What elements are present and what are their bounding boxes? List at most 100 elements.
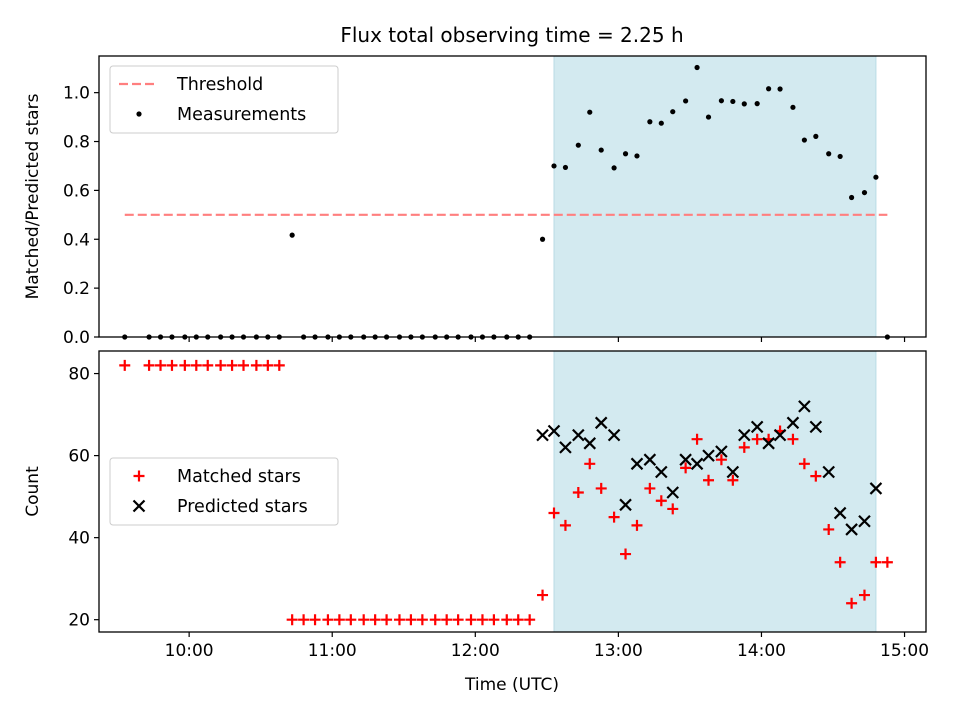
y-tick-label: 0.4 bbox=[63, 230, 90, 250]
predicted-star-point bbox=[619, 498, 632, 512]
matched-star-point bbox=[441, 614, 453, 626]
measurement-point bbox=[801, 137, 807, 143]
matched-star-point bbox=[798, 458, 810, 470]
matched-star-point bbox=[381, 614, 393, 626]
measurement-point bbox=[741, 101, 747, 107]
matched-star-point bbox=[119, 359, 131, 371]
predicted-star-point bbox=[715, 445, 728, 458]
matched-star-point bbox=[846, 597, 858, 609]
measurement-point bbox=[705, 114, 712, 120]
matched-star-point bbox=[179, 359, 191, 371]
matched-star-point bbox=[559, 519, 571, 531]
predicted-star-point bbox=[572, 428, 585, 442]
matched-star-point bbox=[488, 614, 500, 626]
predicted-star-point bbox=[809, 420, 823, 434]
observing-window-span bbox=[553, 350, 877, 633]
bottom-panel: 10:00 11:00 12:00 13:00 14:00 15:00 20 40 60 80 Co… bbox=[23, 350, 929, 661]
matched-star-point bbox=[644, 482, 656, 494]
predicted-star-point bbox=[822, 465, 835, 479]
matched-star-point bbox=[501, 614, 513, 626]
predicted-star-point bbox=[630, 457, 644, 471]
predicted-star-point bbox=[786, 416, 800, 430]
predicted-star-point bbox=[869, 482, 883, 495]
measurement-point bbox=[718, 98, 724, 104]
matched-star-point bbox=[572, 487, 584, 499]
matched-star-point bbox=[655, 495, 667, 507]
legend-label: Threshold bbox=[176, 75, 263, 95]
y-axis-label: Count bbox=[23, 466, 43, 517]
y-tick-label: 40 bbox=[68, 529, 90, 549]
matched-star-point bbox=[881, 556, 893, 568]
matched-star-point bbox=[476, 614, 488, 626]
measurement-point bbox=[766, 86, 772, 92]
legend-box bbox=[109, 457, 339, 526]
matched-star-point bbox=[787, 433, 799, 445]
measurement-point bbox=[754, 101, 760, 107]
matched-star-point bbox=[548, 507, 560, 519]
predicted-star-point bbox=[666, 486, 680, 499]
predicted-star-point bbox=[726, 465, 740, 479]
axes-frame bbox=[98, 350, 927, 633]
y-axis-label: Matched/Predicted stars bbox=[23, 93, 43, 299]
measurement-point bbox=[873, 174, 879, 180]
y-tick-label: 0.8 bbox=[63, 133, 90, 153]
legend: Threshold Measurements bbox=[109, 65, 339, 134]
chart-title: Flux total observing time = 2.25 h bbox=[340, 23, 683, 47]
y-tick-label: 0.2 bbox=[63, 279, 90, 299]
matched-star-point bbox=[250, 359, 262, 371]
matched-star-point bbox=[537, 589, 549, 601]
matched-star-point bbox=[870, 556, 882, 568]
matched-star-point bbox=[333, 614, 345, 626]
legend-box bbox=[109, 65, 339, 134]
legend-label: Predicted stars bbox=[177, 497, 308, 517]
measurement-point bbox=[861, 189, 868, 196]
measurement-point bbox=[598, 147, 604, 153]
matched-star-point bbox=[751, 433, 763, 445]
legend-label: Measurements bbox=[177, 105, 306, 125]
matched-star-point bbox=[226, 359, 238, 371]
predicted-star-point bbox=[594, 416, 608, 430]
matched-star-point bbox=[155, 359, 167, 371]
matched-star-point bbox=[238, 359, 250, 371]
measurement-point bbox=[848, 194, 855, 201]
measurement-point bbox=[539, 236, 546, 242]
matched-star-point bbox=[727, 474, 739, 486]
predicted-star-point bbox=[833, 506, 847, 520]
measurement-point bbox=[289, 232, 295, 238]
matched-star-point bbox=[858, 589, 870, 601]
matched-star-point bbox=[262, 359, 274, 371]
x-tick-label: 11:00 bbox=[308, 641, 357, 661]
measurement-point bbox=[575, 142, 581, 148]
matched-star-point bbox=[345, 614, 357, 626]
matched-star-point bbox=[309, 614, 321, 626]
measurement-point bbox=[813, 133, 819, 139]
measurement-point bbox=[790, 104, 796, 110]
legend-marker bbox=[136, 111, 142, 117]
matched-star-point bbox=[166, 359, 178, 371]
x-tick-label: 15:00 bbox=[880, 641, 929, 661]
matched-star-point bbox=[190, 359, 202, 371]
matched-star-point bbox=[738, 441, 750, 453]
matched-star-point bbox=[202, 359, 214, 371]
predicted-star-point bbox=[798, 400, 811, 413]
matched-star-point bbox=[358, 614, 370, 626]
measurement-point bbox=[694, 64, 700, 71]
x-tick-label: 12:00 bbox=[451, 641, 500, 661]
legend-label: Matched stars bbox=[177, 467, 301, 487]
matched-star-point bbox=[620, 548, 632, 560]
y-tick-label: 1.0 bbox=[63, 84, 90, 104]
measurement-point bbox=[777, 86, 783, 92]
matched-star-point bbox=[608, 511, 620, 523]
matched-star-point bbox=[215, 359, 227, 371]
measurement-point bbox=[837, 153, 843, 160]
matched-star-point bbox=[691, 433, 703, 445]
observing-window-span bbox=[553, 55, 877, 338]
matched-star-point bbox=[452, 614, 464, 626]
predicted-star-point bbox=[536, 428, 549, 442]
measurement-point bbox=[622, 151, 629, 157]
predicted-star-point bbox=[702, 449, 715, 462]
predicted-star-point bbox=[773, 428, 787, 442]
matched-star-point bbox=[595, 482, 607, 494]
measurement-point bbox=[658, 120, 664, 126]
predicted-star-point bbox=[750, 420, 764, 434]
